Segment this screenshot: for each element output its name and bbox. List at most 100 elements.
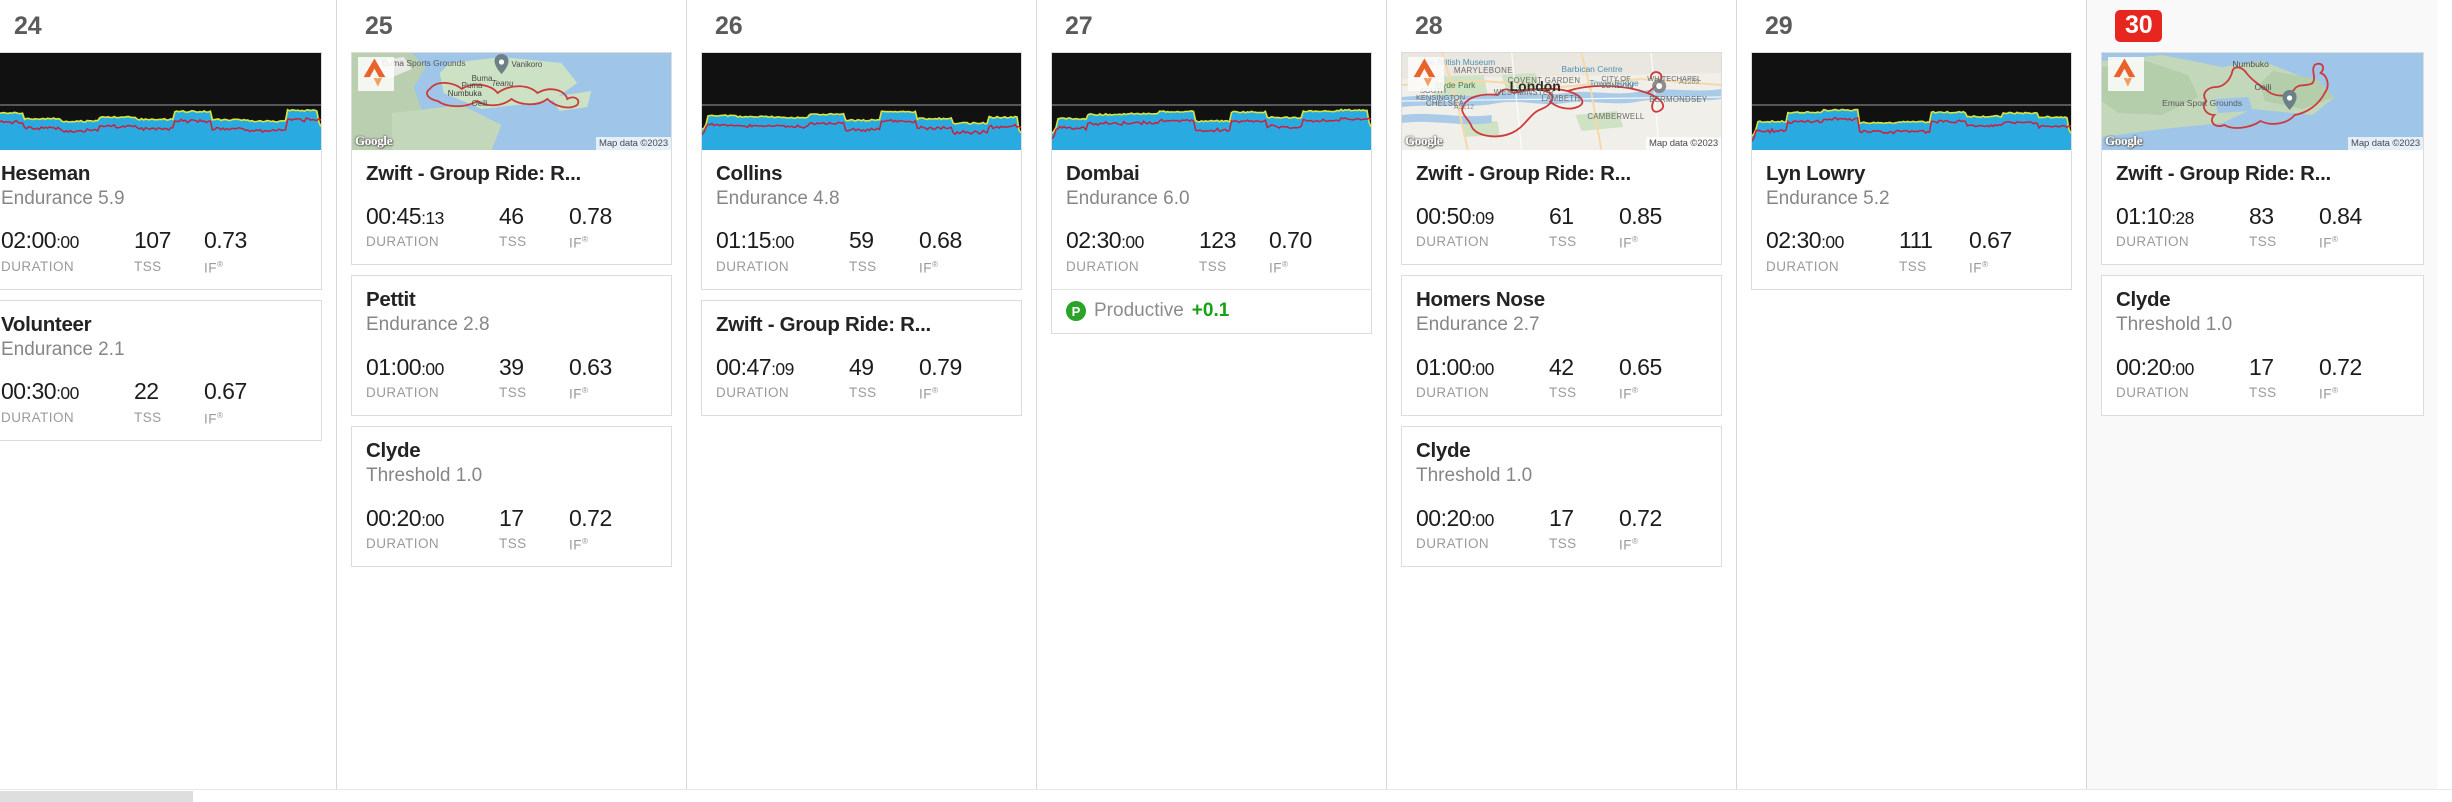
- map-attribution: Map data ©2023: [596, 137, 671, 150]
- svg-text:CAMBERWELL: CAMBERWELL: [1587, 112, 1645, 121]
- metric-if-label: IF®: [919, 385, 989, 402]
- metric-tss-label: TSS: [849, 385, 919, 400]
- activity-subtitle: Endurance 4.8: [716, 188, 1007, 211]
- metric-tss-value: 83: [2249, 204, 2319, 228]
- horizontal-scrollbar-track[interactable]: [0, 789, 2452, 801]
- map-attribution: Map data ©2023: [2348, 137, 2423, 150]
- activity-title[interactable]: Clyde: [2116, 288, 2409, 312]
- metric-if-value: 0.78: [569, 204, 639, 228]
- duration-hours-minutes: 02:30: [1766, 227, 1821, 253]
- day-number-wrapper: 26: [701, 0, 1022, 52]
- activity-title[interactable]: Clyde: [366, 439, 657, 463]
- activity-title[interactable]: Heseman: [1, 162, 307, 186]
- activity-title[interactable]: Zwift - Group Ride: R...: [366, 162, 657, 186]
- activity-subtitle: Endurance 6.0: [1066, 188, 1357, 211]
- duration-seconds: :00: [1471, 359, 1494, 379]
- activity-title[interactable]: Zwift - Group Ride: R...: [716, 313, 1007, 337]
- duration-seconds: :00: [421, 359, 444, 379]
- svg-text:A3212: A3212: [1454, 104, 1474, 111]
- activity-title[interactable]: Pettit: [366, 288, 657, 312]
- strava-logo-icon: [358, 57, 394, 91]
- svg-text:MARYLEBONE: MARYLEBONE: [1454, 66, 1513, 75]
- activity-title[interactable]: Zwift - Group Ride: R...: [1416, 162, 1707, 186]
- activity-title[interactable]: Collins: [716, 162, 1007, 186]
- duration-hours-minutes: 00:20: [2116, 354, 2171, 380]
- activity-title[interactable]: Lyn Lowry: [1766, 162, 2057, 186]
- day-number[interactable]: 26: [715, 12, 742, 41]
- day-number-today-badge[interactable]: 30: [2115, 10, 2162, 42]
- metric-duration-label: DURATION: [366, 385, 499, 400]
- day-number[interactable]: 24: [14, 12, 41, 41]
- duration-hours-minutes: 01:00: [1416, 354, 1471, 380]
- day-number-wrapper: 28: [1401, 0, 1722, 52]
- activity-title[interactable]: Clyde: [1416, 439, 1707, 463]
- horizontal-scrollbar-thumb[interactable]: [0, 791, 193, 802]
- day-number-wrapper: 29: [1751, 0, 2072, 52]
- day-number[interactable]: 29: [1765, 12, 1792, 41]
- metric-duration-value: 01:00:00: [366, 355, 499, 379]
- activity-title[interactable]: Dombai: [1066, 162, 1357, 186]
- duration-hours-minutes: 00:20: [1416, 505, 1471, 531]
- duration-hours-minutes: 01:00: [366, 354, 421, 380]
- registered-trademark-icon: ®: [582, 536, 589, 546]
- activity-title[interactable]: Volunteer: [1, 313, 307, 337]
- activity-subtitle: Endurance 2.1: [1, 339, 307, 362]
- metric-tss-value: 17: [1549, 506, 1619, 530]
- metric-if-value: 0.67: [1969, 228, 2039, 252]
- activity-title[interactable]: Zwift - Group Ride: R...: [2116, 162, 2409, 186]
- metric-if-label: IF®: [1269, 259, 1339, 276]
- metric-if-label-text: IF: [1269, 260, 1282, 275]
- day-number[interactable]: 25: [365, 12, 392, 41]
- metric-tss-value: 61: [1549, 204, 1619, 228]
- svg-text:Vanikoro: Vanikoro: [512, 60, 543, 69]
- svg-text:Emua Sport Grounds: Emua Sport Grounds: [2162, 98, 2242, 108]
- metric-duration-label: DURATION: [1416, 536, 1549, 551]
- activity-title[interactable]: Homers Nose: [1416, 288, 1707, 312]
- metric-if-label: IF®: [204, 410, 274, 427]
- registered-trademark-icon: ®: [1632, 234, 1639, 244]
- metric-duration-label: DURATION: [1416, 234, 1549, 249]
- duration-seconds: :00: [56, 232, 79, 252]
- metric-tss-label: TSS: [134, 410, 204, 425]
- metric-if-label-text: IF: [1619, 386, 1632, 401]
- registered-trademark-icon: ®: [217, 259, 224, 269]
- metric-tss-value: 111: [1899, 228, 1969, 252]
- day-number[interactable]: 28: [1415, 12, 1442, 41]
- day-number[interactable]: 27: [1065, 12, 1092, 41]
